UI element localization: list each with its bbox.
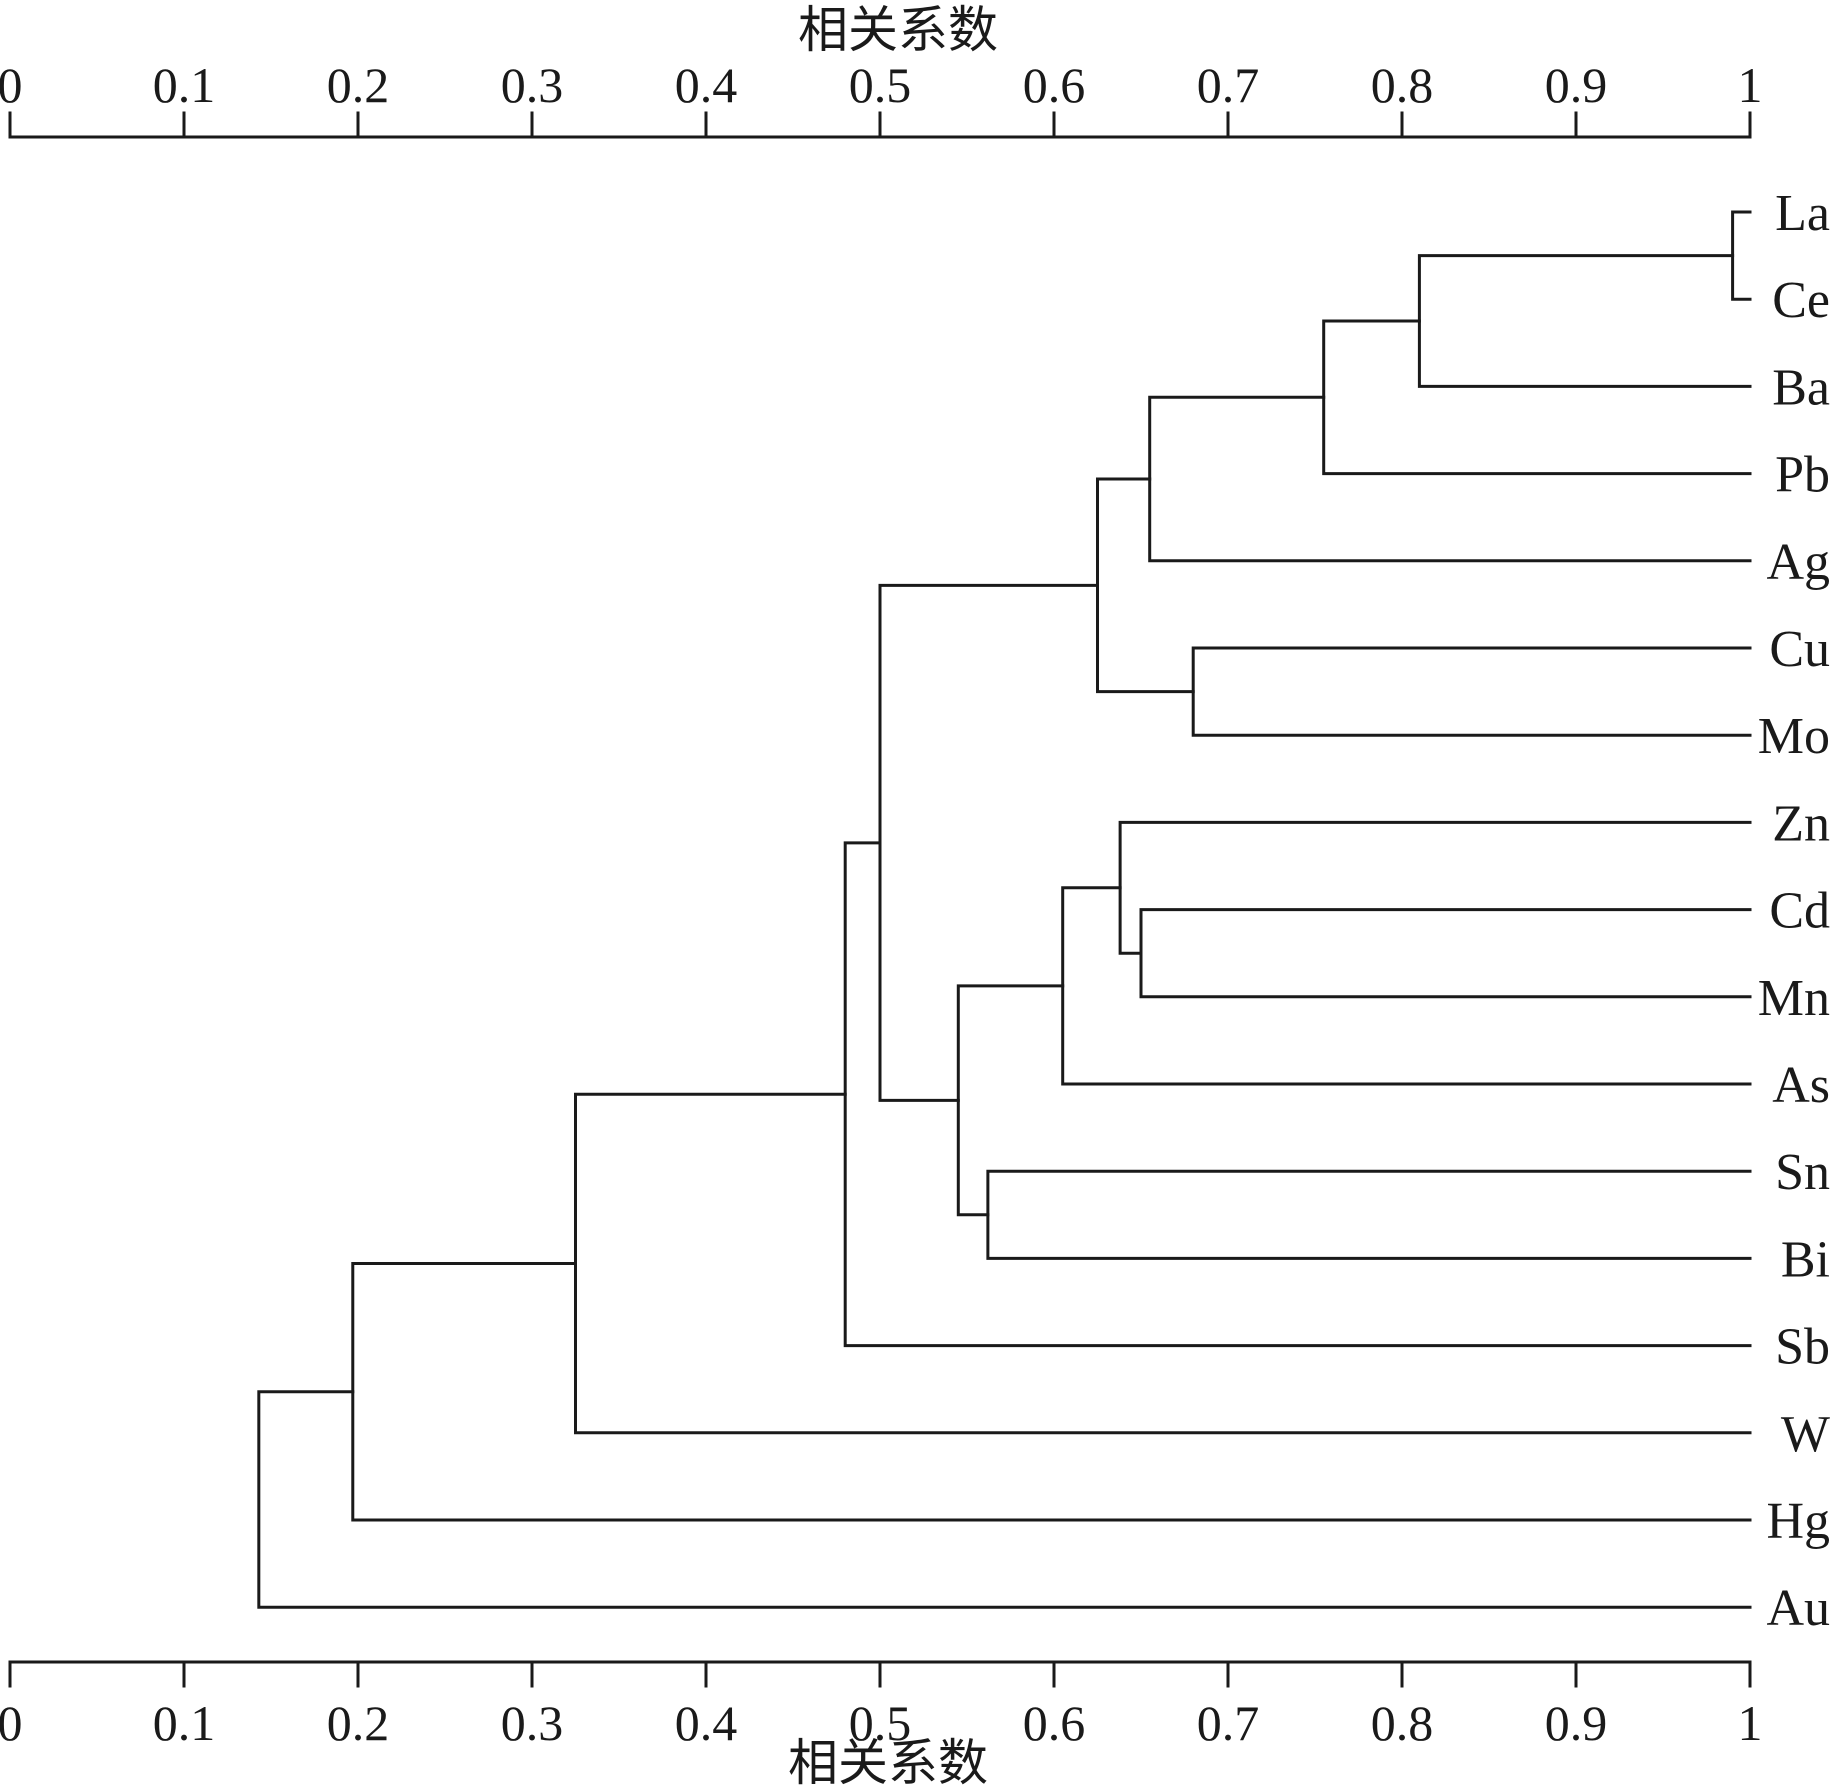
bottom-axis-tick-label: 0.6 [1023,1695,1086,1751]
dendrogram-link-cluster-2 [1417,254,1752,388]
bottom-axis-title: 相关系数 [788,1735,988,1791]
bottom-axis-tick-label: 0.9 [1545,1695,1608,1751]
top-axis-title: 相关系数 [798,2,998,58]
top-axis-tick-label: 0.5 [849,57,912,113]
dendrogram-link-cluster-14 [574,1092,1752,1435]
dendrogram-link-cluster-4 [1148,395,1752,563]
leaf-label-sb: Sb [1775,1319,1830,1376]
leaf-label-cd: Cd [1769,883,1830,940]
leaf-label-au: Au [1766,1580,1830,1637]
dendrogram-link-cluster-3 [1322,319,1752,476]
bottom-axis: 0 0.1 0.2 0.3 0.4 0.5 0.6 0.7 0.8 0.9 1 [0,1660,1763,1751]
dendrogram-link-cluster-9 [1061,886,1752,1086]
bottom-axis-tick-label: 1 [1738,1695,1763,1751]
top-axis-tick-label: 0 [0,57,23,113]
leaf-label-zn: Zn [1772,795,1830,852]
bottom-axis-tick-label: 0.2 [327,1695,390,1751]
dendrogram-links [257,210,1752,1609]
leaf-label-pb: Pb [1775,447,1830,504]
top-axis-tick-label: 0.8 [1371,57,1434,113]
top-axis-tick-label: 0.9 [1545,57,1608,113]
top-axis-tick-label: 0.6 [1023,57,1086,113]
top-axis-tick-label: 0.3 [501,57,564,113]
leaf-label-w: W [1781,1406,1830,1463]
bottom-axis-tick-label: 0 [0,1695,23,1751]
bottom-axis-tick-label: 0.7 [1197,1695,1260,1751]
bottom-axis-tick-label: 0.4 [675,1695,738,1751]
leaf-label-cu: Cu [1769,621,1830,678]
leaf-label-hg: Hg [1766,1493,1830,1550]
dendrogram-link-cluster-7 [1139,908,1752,999]
top-axis-tick-label: 0.2 [327,57,390,113]
leaf-label-la: La [1775,185,1830,242]
leaf-label-ba: Ba [1772,359,1830,416]
bottom-axis-tick-label: 0.3 [501,1695,564,1751]
leaf-label-as: As [1772,1057,1830,1114]
bottom-axis-tick-label: 0.1 [153,1695,216,1751]
dendrogram-link-cluster-13 [843,841,1752,1348]
top-axis-tick-label: 0.7 [1197,57,1260,113]
top-axis: 0 0.1 0.2 0.3 0.4 0.5 0.6 0.7 0.8 0.9 1 [0,57,1763,139]
leaf-labels: La Ce Ba Pb Ag Cu Mo Zn Cd Mn As Sn Bi Sb W Hg Au [1758,185,1830,1637]
leaf-label-mn: Mn [1758,970,1830,1027]
top-axis-tick-label: 1 [1738,57,1763,113]
leaf-label-mo: Mo [1758,708,1830,765]
leaf-label-ce: Ce [1772,272,1830,329]
leaf-label-sn: Sn [1775,1144,1830,1201]
leaf-label-bi: Bi [1781,1231,1830,1288]
top-axis-tick-label: 0.1 [153,57,216,113]
bottom-axis-tick-label: 0.8 [1371,1695,1434,1751]
top-axis-tick-label: 0.4 [675,57,738,113]
leaf-label-ag: Ag [1766,534,1830,591]
dendrogram-link-cluster-15 [351,1262,1752,1522]
dendrogram-link-cluster-8 [1118,820,1752,955]
dendrogram-link-cluster-12 [878,583,1099,1102]
dendrogram-link-cluster-10 [986,1169,1752,1260]
dendrogram-link-cluster-6 [1096,477,1195,694]
dendrogram-link-cluster-11 [956,984,1065,1217]
dendrogram-link-cluster-16 [257,1390,1752,1609]
dendrogram-link-cluster-1 [1731,210,1752,301]
dendrogram-link-cluster-5 [1191,646,1752,737]
bottom-axis-tick-label: 0.5 [849,1695,912,1751]
